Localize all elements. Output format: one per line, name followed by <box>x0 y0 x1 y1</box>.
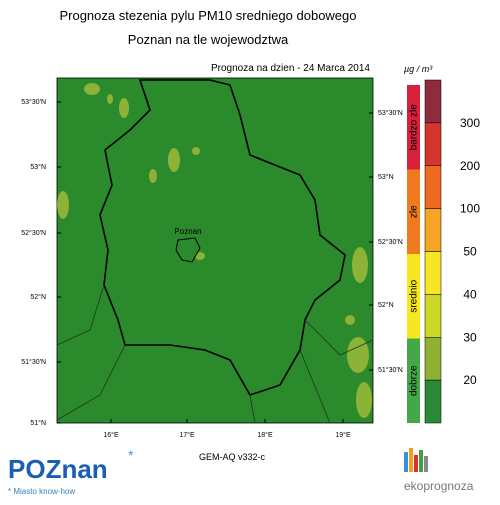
neighbor-borders <box>56 284 374 424</box>
poznan-logo: POZnan * * Miasto know-how <box>8 447 134 496</box>
lat-label: 53°30'N <box>378 109 403 117</box>
subtitle: Poznan na tle wojewodztwa <box>128 32 289 47</box>
lat-label: 51°N <box>30 419 46 427</box>
level-label: 200 <box>460 159 480 173</box>
color-band <box>424 165 442 209</box>
color-band <box>424 251 442 295</box>
category-label: bardzo zle <box>409 104 420 151</box>
level-label: 300 <box>460 116 480 130</box>
level-label: 30 <box>463 330 477 344</box>
title: Prognoza stezenia pylu PM10 sredniego do… <box>59 8 356 23</box>
lat-label: 53°N <box>378 173 394 181</box>
lat-label: 52°N <box>378 301 394 309</box>
map-area <box>56 77 374 424</box>
category-band <box>407 169 420 254</box>
lat-label: 51°30'N <box>378 366 403 374</box>
category-label: srednio <box>409 279 420 312</box>
eko-logo: ekoprognoza <box>404 448 474 493</box>
category-label: dobrze <box>409 365 420 396</box>
color-band <box>424 379 442 424</box>
lon-label: 17°E <box>179 431 195 439</box>
color-band <box>424 294 442 338</box>
level-label: 50 <box>463 245 477 259</box>
forecast-date: Prognoza na dzien - 24 Marca 2014 <box>211 63 370 74</box>
city-border <box>175 237 201 263</box>
unit: µg / m³ <box>404 64 433 74</box>
logo-text: POZnan <box>8 454 108 484</box>
lat-label: 51°30'N <box>21 358 46 366</box>
level-label: 40 <box>463 287 477 301</box>
pollution-blobs <box>57 83 372 418</box>
brand: ekoprognoza <box>404 479 474 493</box>
level-label: 20 <box>463 373 477 387</box>
lon-label: 19°E <box>335 431 351 439</box>
level-label: 100 <box>460 202 480 216</box>
color-band <box>424 208 442 252</box>
map: Poznan <box>56 77 374 424</box>
category-label: zle <box>409 205 420 218</box>
voivodeship-border <box>99 79 346 396</box>
category-band <box>407 338 420 423</box>
model-label: GEM-AQ v332-c <box>199 452 266 462</box>
lat-label: 52°30'N <box>378 238 403 246</box>
lon-label: 18°E <box>257 431 273 439</box>
lon-label: 16°E <box>103 431 119 439</box>
city-label: Poznan <box>174 227 201 236</box>
category-band <box>407 85 420 170</box>
color-band <box>424 122 442 166</box>
color-band <box>424 79 442 124</box>
color-band <box>424 337 442 381</box>
lat-label: 53°30'N <box>21 98 46 106</box>
logo-star: * <box>128 447 134 463</box>
tagline: * Miasto know-how <box>8 487 75 496</box>
lat-label: 52°N <box>30 293 46 301</box>
lat-label: 53°N <box>30 163 46 171</box>
category-band <box>407 254 420 339</box>
lat-label: 52°30'N <box>21 229 46 237</box>
